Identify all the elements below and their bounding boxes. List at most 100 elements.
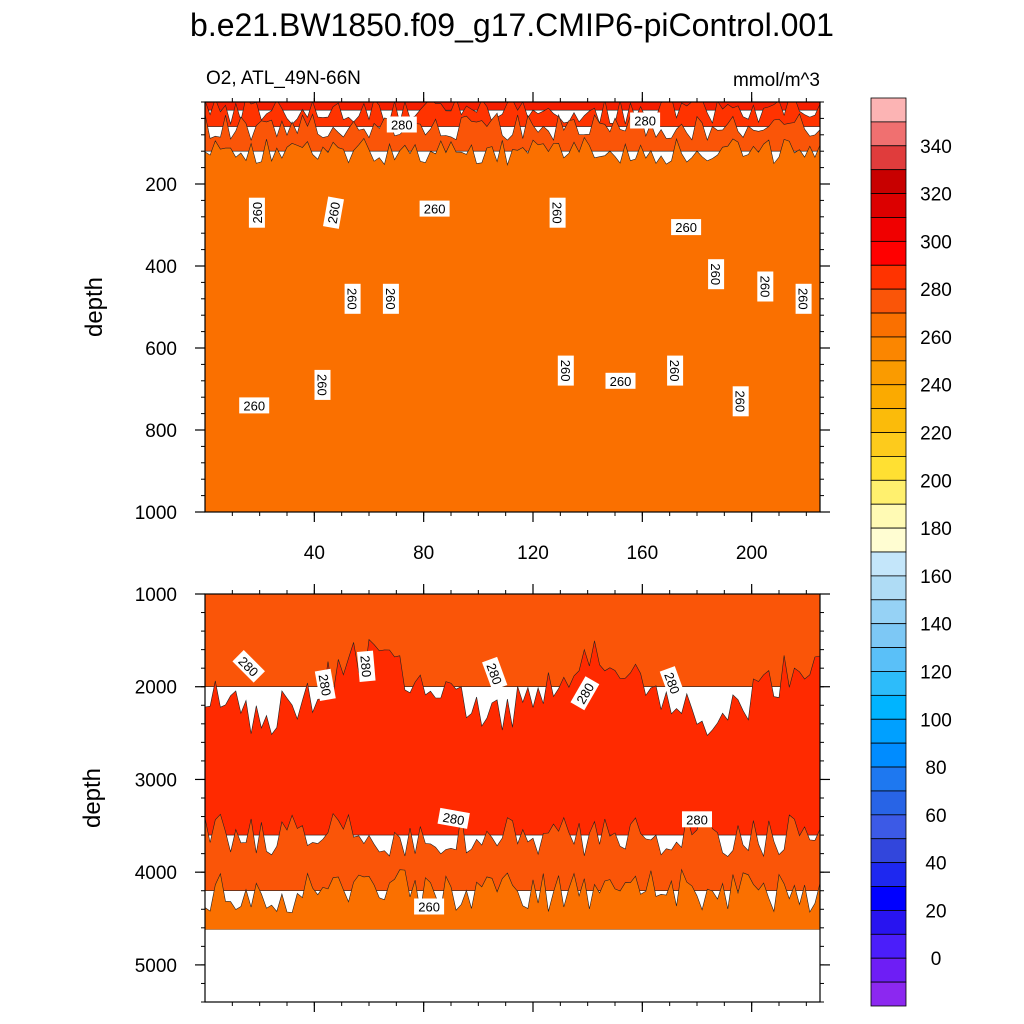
y-tick-label: 200: [145, 175, 177, 196]
contour-label: 260: [323, 196, 344, 229]
contour-label-text: 260: [325, 201, 344, 225]
colorbar-label: 40: [925, 854, 946, 875]
contour-band-3: [205, 136, 820, 512]
colorbar-label: 280: [920, 280, 952, 301]
colorbar-label: 320: [920, 185, 952, 206]
colorbar-label: 60: [925, 806, 946, 827]
contour-label-text: 280: [391, 118, 413, 133]
subtitle-left: O2, ATL_49N-66N: [206, 68, 361, 89]
contour-label-text: 260: [675, 220, 697, 235]
colorbar-swatch: [870, 575, 907, 601]
colorbar-swatch: [870, 193, 907, 218]
contour-label-text: 260: [558, 360, 573, 382]
contour-band-1: [205, 102, 820, 127]
missing-data-region: [205, 929, 820, 1002]
contour-label: 260: [248, 197, 265, 228]
colorbar-swatch: [870, 933, 907, 959]
contour-label: 260: [239, 397, 270, 414]
contour-label-text: 260: [345, 288, 360, 310]
contour-label-text: 280: [316, 673, 335, 697]
contour-label-text: 260: [757, 276, 772, 298]
colorbar: 3403203002802602402202001801601401201008…: [870, 97, 952, 1007]
colorbar-swatch: [870, 790, 907, 816]
contour-band-3: [205, 868, 820, 930]
colorbar-swatch: [870, 432, 907, 457]
contour-label-text: 280: [686, 812, 708, 827]
y-tick-label: 800: [145, 421, 177, 442]
contour-label: 260: [667, 355, 684, 386]
contour-band-0: [205, 594, 820, 688]
contour-label: 280: [630, 112, 661, 129]
colorbar-swatch: [870, 288, 907, 314]
contour-label-text: 260: [733, 390, 748, 412]
contour-label-text: 260: [250, 202, 265, 224]
colorbar-swatch: [870, 981, 907, 1007]
colorbar-swatch: [870, 671, 907, 696]
contour-label: 260: [314, 369, 331, 400]
colorbar-swatch: [870, 384, 907, 410]
colorbar-swatch: [870, 742, 907, 768]
contour-band-2: [205, 112, 820, 152]
colorbar-swatch: [870, 527, 907, 553]
contour-label: 260: [382, 283, 399, 314]
colorbar-swatch: [870, 814, 907, 840]
y-tick-label: 5000: [135, 956, 177, 977]
contour-label-text: 280: [634, 114, 656, 129]
contour-label: 260: [344, 283, 361, 314]
colorbar-swatch: [870, 264, 907, 290]
colorbar-swatch: [870, 97, 907, 123]
colorbar-swatch: [870, 503, 907, 529]
y-tick-label: 2000: [135, 678, 177, 699]
colorbar-label: 0: [931, 949, 942, 970]
contour-label: 260: [757, 271, 774, 302]
contour-label: 260: [671, 219, 702, 236]
contour-label-text: 260: [243, 398, 265, 413]
contour-label-text: 280: [442, 810, 466, 829]
colorbar-swatch: [870, 121, 907, 147]
colorbar-swatch: [870, 240, 907, 266]
colorbar-label: 100: [920, 710, 952, 731]
contour-label-text: 260: [667, 360, 682, 382]
subtitle-right: mmol/m^3: [733, 70, 820, 91]
contour-label: 280: [659, 666, 686, 700]
contour-label: 280: [314, 668, 336, 702]
y-tick-label: 1000: [135, 503, 177, 524]
contour-label-text: 260: [610, 374, 632, 389]
contour-band-1: [205, 638, 820, 836]
colorbar-label: 240: [920, 376, 952, 397]
contour-label-text: 260: [550, 202, 565, 224]
colorbar-swatch: [870, 886, 907, 911]
colorbar-swatch: [870, 718, 907, 744]
colorbar-swatch: [870, 360, 907, 386]
colorbar-label: 20: [925, 901, 946, 922]
contour-label-text: 260: [424, 202, 446, 217]
chart-title: b.e21.BW1850.f09_g17.CMIP6-piControl.001: [190, 7, 834, 43]
colorbar-label: 180: [920, 519, 952, 540]
contour-label: 260: [414, 898, 445, 915]
contour-label-text: 280: [661, 670, 683, 696]
colorbar-swatch: [870, 336, 907, 362]
colorbar-swatch: [870, 623, 907, 648]
contour-label-text: 260: [418, 900, 440, 915]
colorbar-swatch: [870, 312, 907, 338]
contour-label-text: 260: [796, 288, 811, 310]
colorbar-swatch: [870, 838, 907, 864]
colorbar-label: 220: [920, 424, 952, 445]
y-tick-label: 600: [145, 339, 177, 360]
contour-label: 260: [708, 259, 725, 290]
colorbar-label: 260: [920, 328, 952, 349]
colorbar-label: 120: [920, 663, 952, 684]
colorbar-label: 200: [920, 471, 952, 492]
contour-label-text: 260: [315, 374, 330, 396]
y-tick-label: 400: [145, 257, 177, 278]
contour-label-text: 260: [708, 263, 723, 285]
colorbar-swatch: [870, 551, 907, 577]
colorbar-swatch: [870, 862, 907, 887]
contour-label: 280: [682, 811, 712, 828]
colorbar-swatch: [870, 647, 907, 672]
ylabel-lower: depth: [79, 768, 106, 828]
colorbar-swatch: [870, 456, 907, 481]
contour-label: 260: [419, 200, 450, 217]
contour-label: 280: [482, 656, 508, 691]
